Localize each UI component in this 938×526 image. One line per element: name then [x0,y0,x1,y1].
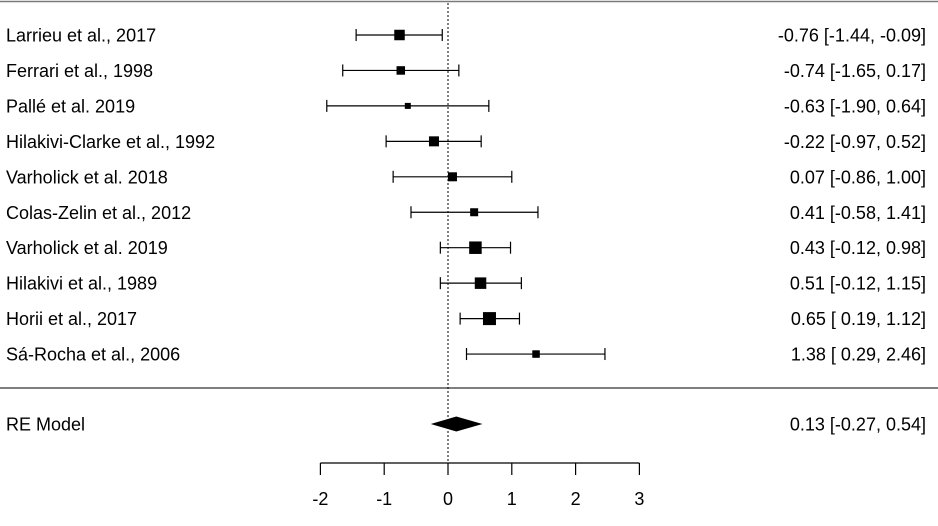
ci-value-label: 0.07 [-0.86, 1.00] [790,167,926,187]
ci-value-label: -0.76 [-1.44, -0.09] [778,26,926,46]
study-label: Varholick et al. 2018 [6,167,168,187]
ci-value-label: 1.38 [ 0.29, 2.46] [791,345,926,365]
point-estimate-marker [474,277,487,289]
study-label: Hilakivi et al., 1989 [6,274,157,294]
point-estimate-marker [394,29,405,41]
study-label: Varholick et al. 2019 [6,238,168,258]
summary-ci-value-label: 0.13 [-0.27, 0.54] [790,415,926,435]
point-estimate-marker [469,241,482,254]
study-row: Hilakivi et al., 1989 0.51 [-0.12, 1.15] [6,274,926,294]
point-estimate-marker [482,312,496,326]
study-label: Ferrari et al., 1998 [6,61,153,81]
ci-value-label: 0.41 [-0.58, 1.41] [790,203,926,223]
x-tick-label: 3 [634,489,644,509]
study-label: Colas-Zelin et al., 2012 [6,203,191,223]
ci-value-label: -0.22 [-0.97, 0.52] [784,132,926,152]
ci-value-label: -0.74 [-1.65, 0.17] [784,61,926,81]
summary-diamond [430,416,483,432]
study-row: Larrieu et al., 2017 -0.76 [-1.44, -0.09] [6,26,926,46]
x-tick-label: -2 [312,489,328,509]
x-tick-label: 2 [571,489,581,509]
study-row: Hilakivi-Clarke et al., 1992 -0.22 [-0.97… [6,132,926,152]
study-row: Colas-Zelin et al., 2012 0.41 [-0.58, 1.4… [6,203,926,223]
study-label: Sá-Rocha et al., 2006 [6,345,180,365]
study-row: Ferrari et al., 1998 -0.74 [-1.65, 0.17] [6,61,926,81]
study-row: Pallé et al. 2019 -0.63 [-1.90, 0.64] [6,96,926,116]
point-estimate-marker [470,208,479,217]
study-row: Varholick et al. 2019 0.43 [-0.12, 0.98] [6,238,926,258]
point-estimate-marker [447,172,457,182]
summary-label: RE Model [6,415,85,435]
summary-layer: RE Model 0.13 [-0.27, 0.54] [6,415,926,435]
study-row: Varholick et al. 2018 0.07 [-0.86, 1.00] [6,167,926,187]
x-tick-label: 1 [507,489,517,509]
ci-value-label: -0.63 [-1.90, 0.64] [784,96,926,116]
study-label: Pallé et al. 2019 [6,96,135,116]
ci-value-label: 0.43 [-0.12, 0.98] [790,238,926,258]
ci-value-label: 0.65 [ 0.19, 1.12] [791,309,926,329]
point-estimate-marker [532,350,540,358]
x-tick-label: -1 [376,489,392,509]
studies-layer: Larrieu et al., 2017 -0.76 [-1.44, -0.09]… [6,26,926,365]
x-tick-label: 0 [443,489,453,509]
study-row: Horii et al., 2017 0.65 [ 0.19, 1.12] [6,309,926,329]
point-estimate-marker [404,102,411,109]
study-label: Horii et al., 2017 [6,309,137,329]
point-estimate-marker [396,66,406,75]
ci-value-label: 0.51 [-0.12, 1.15] [790,274,926,294]
point-estimate-marker [428,136,439,147]
study-row: Sá-Rocha et al., 2006 1.38 [ 0.29, 2.46] [6,345,926,365]
x-axis: -2 -1 0 1 2 3 [312,462,644,509]
study-label: Hilakivi-Clarke et al., 1992 [6,132,215,152]
study-label: Larrieu et al., 2017 [6,26,156,46]
